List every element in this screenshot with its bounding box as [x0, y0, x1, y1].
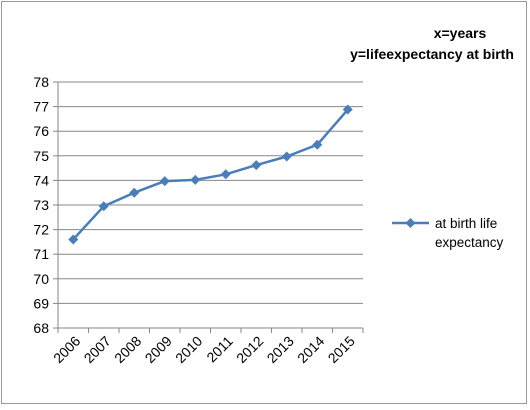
data-point-diamond: [342, 104, 353, 115]
data-point-diamond: [281, 151, 292, 162]
x-tick-label: 2010: [172, 333, 205, 366]
legend-label-line-1: at birth life: [435, 216, 497, 231]
y-tick-label: 74: [33, 172, 49, 188]
y-tick-label: 71: [33, 246, 49, 262]
chart-area: 68 69 70 71 72 73 74 75 76 77 78 2006 2007 2008 2009 2…: [1, 1, 527, 404]
y-tick-label: 78: [33, 74, 49, 90]
data-point-diamond: [220, 169, 231, 180]
y-tick-label: 75: [33, 148, 49, 164]
data-point-diamond: [251, 160, 262, 171]
y-tick-labels: 68 69 70 71 72 73 74 75 76 77 78: [33, 74, 49, 336]
y-tick-label: 72: [33, 222, 49, 238]
y-tick-label: 69: [33, 295, 49, 311]
y-tick-label: 77: [33, 99, 49, 115]
data-point-diamond: [98, 201, 109, 212]
legend-label-line-2: expectancy: [435, 235, 504, 250]
chart-title: x=years y=lifeexpectancy at birth: [350, 25, 514, 62]
series-line-group: [68, 104, 353, 245]
data-point-diamond: [190, 174, 201, 185]
x-tick-label: 2012: [233, 333, 266, 366]
data-point-diamond: [68, 234, 79, 245]
legend: at birth life expectancy: [392, 216, 504, 250]
x-tick-label: 2006: [50, 333, 83, 366]
x-tick-label: 2014: [294, 333, 327, 366]
title-line-2: y=lifeexpectancy at birth: [350, 46, 514, 62]
y-tick-label: 70: [33, 271, 49, 287]
y-tick-label: 73: [33, 197, 49, 213]
data-point-diamond: [312, 139, 323, 150]
x-tick-label: 2009: [142, 333, 175, 366]
axes: [53, 81, 364, 333]
series-line: [72, 108, 349, 241]
x-tick-label: 2007: [81, 333, 114, 366]
y-tick-label: 76: [33, 123, 49, 139]
legend-diamond-marker: [405, 218, 416, 228]
x-tick-label: 2011: [203, 333, 236, 366]
data-point-diamond: [159, 176, 170, 187]
y-tick-label: 68: [33, 320, 49, 336]
x-tick-label: 2008: [111, 333, 144, 366]
data-point-diamond: [129, 187, 140, 198]
x-tick-label: 2013: [264, 333, 297, 366]
x-tick-label: 2015: [325, 333, 358, 366]
title-line-1: x=years: [434, 25, 487, 41]
